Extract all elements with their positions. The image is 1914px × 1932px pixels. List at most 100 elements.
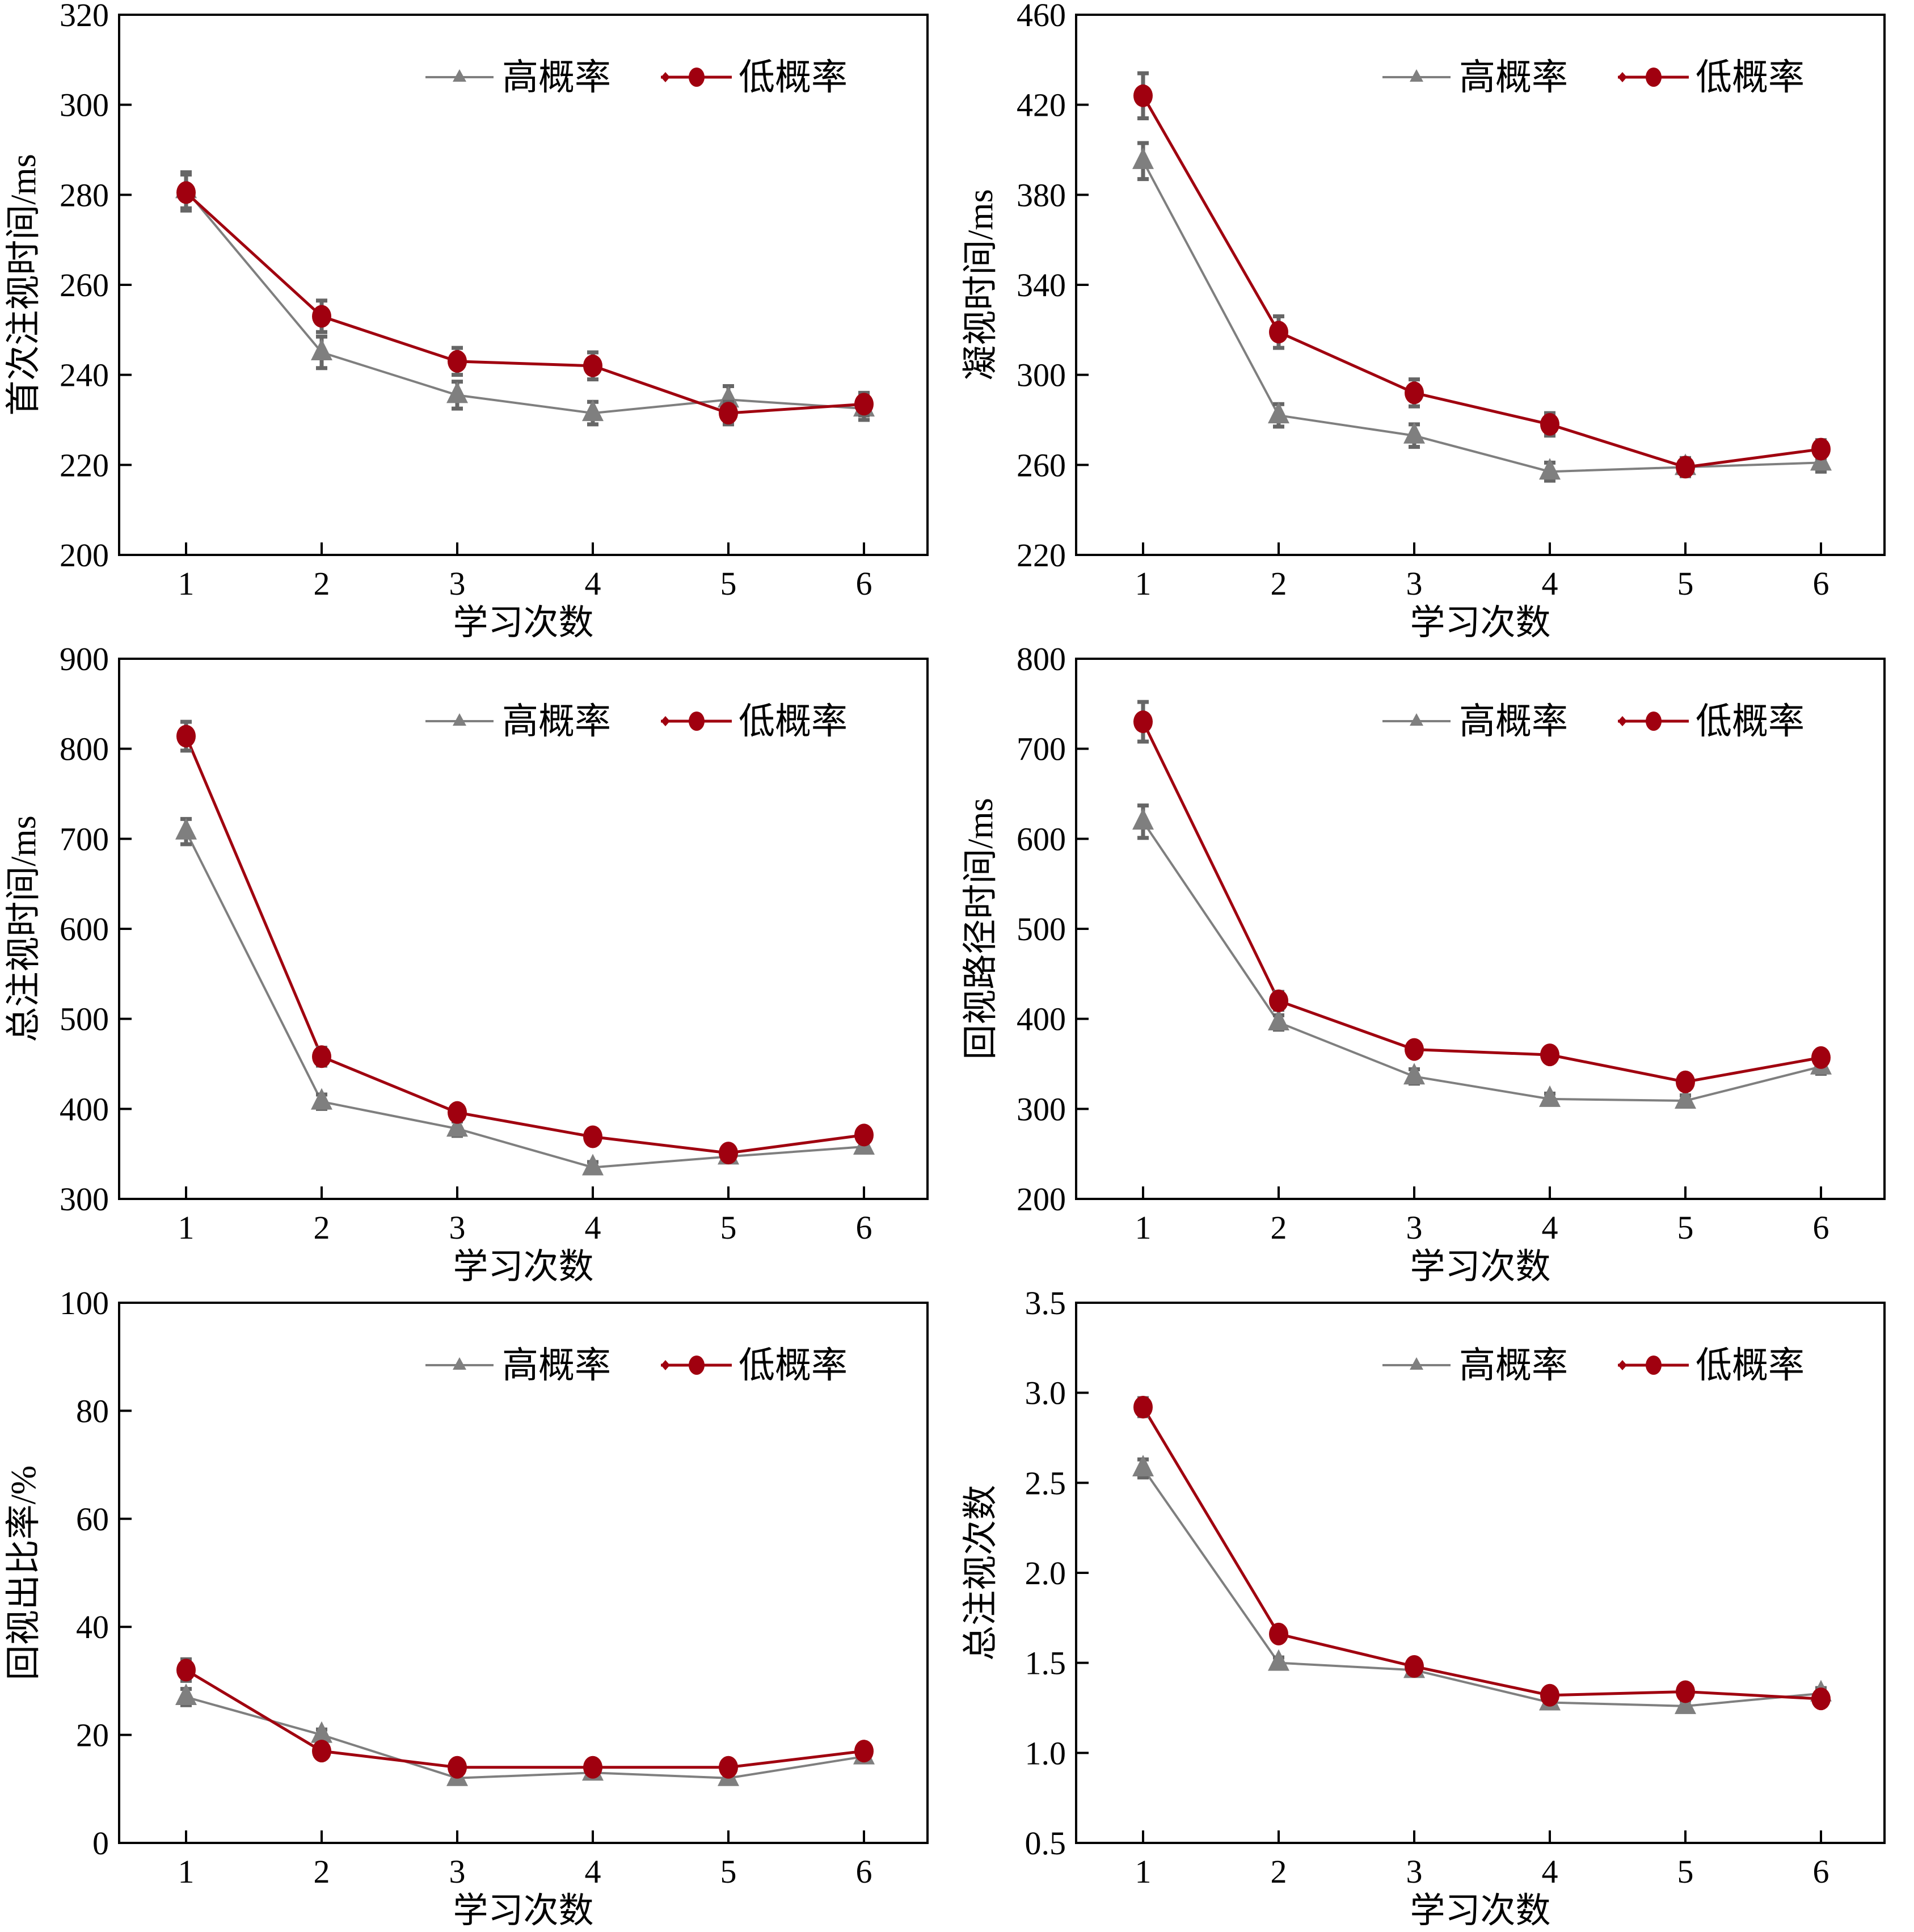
x-tick-label: 1 [178, 1853, 195, 1890]
data-point-low [1405, 381, 1424, 405]
series-line-low [1141, 95, 1822, 469]
y-tick-label: 220 [60, 447, 109, 483]
data-point-low [1269, 1622, 1288, 1645]
plot-frame [118, 1302, 929, 1844]
x-tick-label: 3 [1406, 565, 1423, 602]
x-tick-label: 4 [585, 1853, 601, 1890]
data-point-high [1132, 1454, 1154, 1476]
data-point-high [1403, 1063, 1425, 1085]
series-line-high [1142, 160, 1822, 473]
y-tick-label: 0.5 [1025, 1825, 1066, 1862]
data-point-high [311, 1088, 332, 1110]
x-tick-label: 6 [856, 1853, 872, 1890]
series-line-high [1142, 821, 1822, 1102]
data-point-low [1133, 84, 1153, 107]
x-tick-label: 4 [585, 1209, 601, 1246]
data-point-low [176, 1659, 196, 1682]
x-tick-label: 1 [1135, 565, 1152, 602]
chart-regression-out-rate: 0 20 40 60 80 100 1 2 3 4 5 6 学习次数 回视出比率/% 高概率 低概率 [0, 1288, 957, 1932]
data-point-low [1676, 1070, 1695, 1093]
data-point-high [582, 399, 604, 422]
data-point-low [1811, 1687, 1831, 1711]
x-tick-label: 5 [720, 565, 737, 602]
legend-marker-low [689, 712, 705, 731]
data-point-low [854, 393, 874, 416]
x-tick-label: 2 [1271, 1853, 1287, 1890]
legend-marker-low [1646, 68, 1662, 87]
chart-gaze-duration: 220 260 300 340 380 420 460 1 2 3 4 5 6 学习次数 凝视时间/ms 高概… [957, 0, 1914, 644]
y-tick-label: 3.5 [1025, 1288, 1066, 1321]
legend-marker-high [453, 713, 466, 726]
data-point-low [1676, 1680, 1695, 1703]
legend-label-high: 高概率 [1459, 1345, 1568, 1386]
x-tick-label: 5 [720, 1853, 737, 1890]
chart-svg: 200 300 400 500 600 700 800 1 2 3 4 5 6 学习次数 回视路径时间/ms… [962, 644, 1886, 1286]
data-point-high [311, 1721, 332, 1743]
series-line-high [186, 1696, 865, 1779]
chart-svg: 0 20 40 60 80 100 1 2 3 4 5 6 学习次数 回视出比率/% 高概率 低概率 [5, 1288, 929, 1930]
legend-marker-high [1410, 713, 1423, 726]
legend-label-low: 低概率 [1696, 57, 1805, 98]
x-tick-label: 4 [1542, 565, 1558, 602]
legend-diamond-low [1618, 1360, 1627, 1370]
y-tick-label: 400 [60, 1091, 109, 1127]
y-tick-label: 200 [1017, 1181, 1066, 1218]
x-tick-label: 3 [1406, 1209, 1423, 1246]
data-point-low [583, 354, 602, 377]
x-axis-label: 学习次数 [1410, 1892, 1550, 1930]
x-axis-label: 学习次数 [453, 1892, 593, 1930]
data-point-low [176, 725, 196, 748]
data-point-low [583, 1756, 602, 1779]
legend-diamond-low [661, 72, 670, 82]
y-tick-label: 260 [60, 267, 109, 304]
data-point-low [448, 1101, 467, 1124]
y-tick-label: 600 [60, 911, 109, 948]
data-point-low [448, 350, 467, 373]
y-tick-label: 700 [60, 820, 109, 857]
y-tick-label: 0 [92, 1825, 109, 1862]
data-point-low [854, 1123, 874, 1147]
legend-label-high: 高概率 [502, 701, 611, 742]
x-tick-label: 1 [178, 565, 195, 602]
legend-marker-high [453, 69, 466, 82]
y-tick-label: 1.5 [1025, 1645, 1066, 1682]
legend-label-low: 低概率 [1696, 1345, 1805, 1386]
x-tick-label: 6 [1813, 565, 1829, 602]
x-tick-label: 6 [856, 1209, 872, 1246]
chart-first-fixation: 200 220 240 260 280 300 320 1 2 3 4 5 6 学习次数 首次注视时间/ms… [0, 0, 957, 644]
data-point-high [1539, 458, 1561, 480]
y-tick-label: 40 [76, 1609, 109, 1645]
x-tick-label: 5 [1677, 565, 1694, 602]
y-axis-label: 回视路径时间/ms [962, 798, 1000, 1060]
legend-label-low: 低概率 [1696, 701, 1805, 742]
y-axis-label: 总注视时间/ms [5, 815, 43, 1042]
data-point-high [1268, 1649, 1289, 1671]
data-point-high [1403, 422, 1425, 444]
legend-marker-low [689, 1356, 705, 1375]
series-line-low [1141, 721, 1822, 1084]
x-tick-label: 1 [1135, 1209, 1152, 1246]
x-tick-label: 1 [1135, 1853, 1152, 1890]
y-tick-label: 220 [1017, 537, 1066, 574]
x-tick-label: 4 [1542, 1853, 1558, 1890]
legend-label-low: 低概率 [739, 57, 848, 98]
legend-label-low: 低概率 [739, 1345, 848, 1386]
y-tick-label: 280 [60, 176, 109, 213]
legend-diamond-low [661, 1360, 670, 1370]
series-line-high [185, 831, 865, 1169]
legend-label-high: 高概率 [1459, 701, 1568, 742]
series-line-high [185, 190, 865, 415]
data-point-high [1539, 1085, 1561, 1107]
y-tick-label: 1.0 [1025, 1735, 1066, 1771]
chart-total-fixation-time: 300 400 500 600 700 800 900 1 2 3 4 5 6 学习次数 总注视时间/ms 高… [0, 644, 957, 1288]
data-point-high [446, 381, 468, 403]
x-tick-label: 6 [1813, 1209, 1829, 1246]
y-tick-label: 400 [1017, 1001, 1066, 1038]
y-tick-label: 60 [76, 1501, 109, 1538]
x-tick-label: 2 [314, 565, 330, 602]
y-tick-label: 240 [60, 357, 109, 394]
legend-diamond-low [661, 716, 670, 726]
y-tick-label: 340 [1017, 267, 1066, 304]
y-axis-label: 总注视次数 [962, 1485, 1000, 1661]
x-tick-label: 2 [1271, 565, 1287, 602]
